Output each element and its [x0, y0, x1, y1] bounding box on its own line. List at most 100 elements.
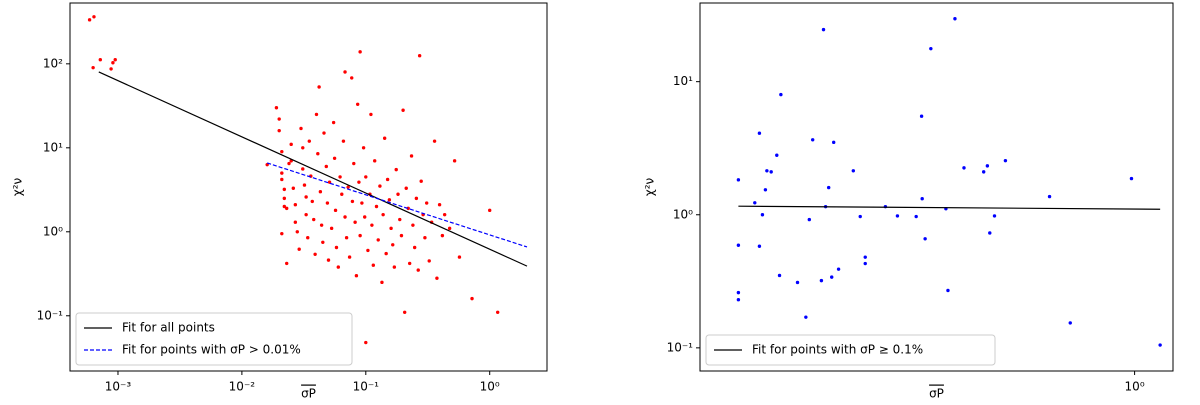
data-point	[280, 171, 284, 175]
data-point	[753, 201, 757, 205]
y-axis-label: χ²ν	[11, 177, 25, 196]
data-point	[988, 231, 992, 235]
data-point	[736, 290, 741, 295]
data-point	[319, 223, 324, 227]
data-point	[313, 252, 317, 256]
axes-frame	[69, 2, 548, 372]
data-point	[419, 179, 423, 183]
data-point	[324, 164, 328, 169]
data-point	[409, 154, 414, 158]
data-point	[340, 192, 344, 196]
data-point	[919, 114, 924, 118]
data-point	[312, 217, 316, 222]
data-point	[914, 214, 918, 219]
data-point	[364, 340, 368, 345]
data-point	[775, 153, 779, 157]
data-point	[923, 237, 927, 241]
data-point	[447, 226, 452, 231]
data-point	[380, 280, 384, 285]
data-point	[287, 161, 291, 166]
data-point	[293, 220, 298, 224]
data-point	[396, 192, 400, 196]
data-point	[285, 206, 289, 211]
data-point	[98, 57, 103, 62]
data-point	[111, 61, 115, 65]
legend-label: Fit for all points	[122, 321, 215, 335]
legend-box	[75, 312, 353, 366]
data-point	[821, 27, 826, 32]
data-point	[306, 236, 310, 240]
data-point	[333, 208, 338, 213]
data-point	[364, 175, 368, 179]
data-point	[1003, 158, 1008, 163]
data-point	[387, 198, 392, 202]
data-point	[282, 187, 287, 192]
data-point	[777, 273, 782, 278]
data-point	[830, 275, 834, 279]
data-point	[863, 255, 867, 259]
plot-area	[87, 15, 528, 345]
plot: 10⁰ 10⁻¹ 10⁰ 10¹ σP χ²ν Fit for points with σP…	[643, 2, 1174, 401]
data-point	[384, 251, 388, 256]
data-point	[381, 212, 385, 217]
data-point	[363, 215, 367, 219]
data-point	[358, 50, 362, 54]
data-point	[736, 243, 741, 247]
data-point	[291, 186, 296, 190]
data-point	[810, 138, 815, 142]
data-point	[341, 139, 346, 143]
data-point	[316, 152, 320, 156]
data-point	[109, 67, 113, 71]
data-point	[412, 245, 417, 250]
data-point	[392, 265, 397, 269]
data-point	[361, 146, 366, 150]
data-point	[280, 231, 284, 236]
data-point	[826, 185, 831, 190]
data-point	[795, 280, 800, 285]
data-point	[87, 18, 92, 22]
data-point	[394, 167, 398, 172]
data-point	[91, 65, 95, 70]
data-point	[953, 17, 957, 21]
data-point	[113, 57, 117, 62]
data-point	[354, 274, 359, 278]
data-point	[411, 223, 415, 227]
data-point	[895, 214, 900, 218]
data-point	[282, 196, 287, 201]
data-point	[495, 310, 500, 314]
legend-label: Fit for points with σP > 0.01%	[122, 343, 301, 357]
data-point	[293, 203, 298, 207]
y-axis-label: χ²ν	[643, 177, 657, 196]
data-point	[297, 247, 301, 251]
data-point	[343, 70, 347, 74]
data-point	[304, 195, 308, 199]
data-point	[280, 149, 284, 154]
data-point	[274, 106, 279, 110]
plot-area	[736, 17, 1162, 347]
data-point	[424, 201, 429, 205]
data-point	[946, 288, 950, 293]
data-point	[858, 214, 862, 219]
data-point	[457, 255, 462, 259]
data-point	[304, 212, 308, 217]
data-point	[376, 238, 380, 242]
x-tick-label: 10⁰	[1125, 380, 1145, 394]
data-point	[321, 240, 325, 244]
data-point	[765, 169, 769, 173]
data-point	[326, 258, 331, 262]
x-tick-label: 10⁻²	[229, 380, 256, 394]
data-point	[322, 131, 326, 135]
y-tick-label: 10¹	[673, 74, 693, 88]
data-point	[962, 166, 966, 170]
data-point	[992, 214, 997, 218]
data-point	[398, 217, 402, 222]
data-point	[302, 183, 307, 187]
data-point	[334, 245, 339, 250]
x-tick-label: 10⁰	[480, 380, 500, 394]
y-tick-label: 10⁻¹	[37, 308, 64, 322]
data-point	[347, 255, 352, 259]
data-point	[280, 177, 284, 182]
data-point	[760, 213, 765, 217]
data-point	[310, 199, 314, 204]
data-point	[417, 53, 422, 58]
